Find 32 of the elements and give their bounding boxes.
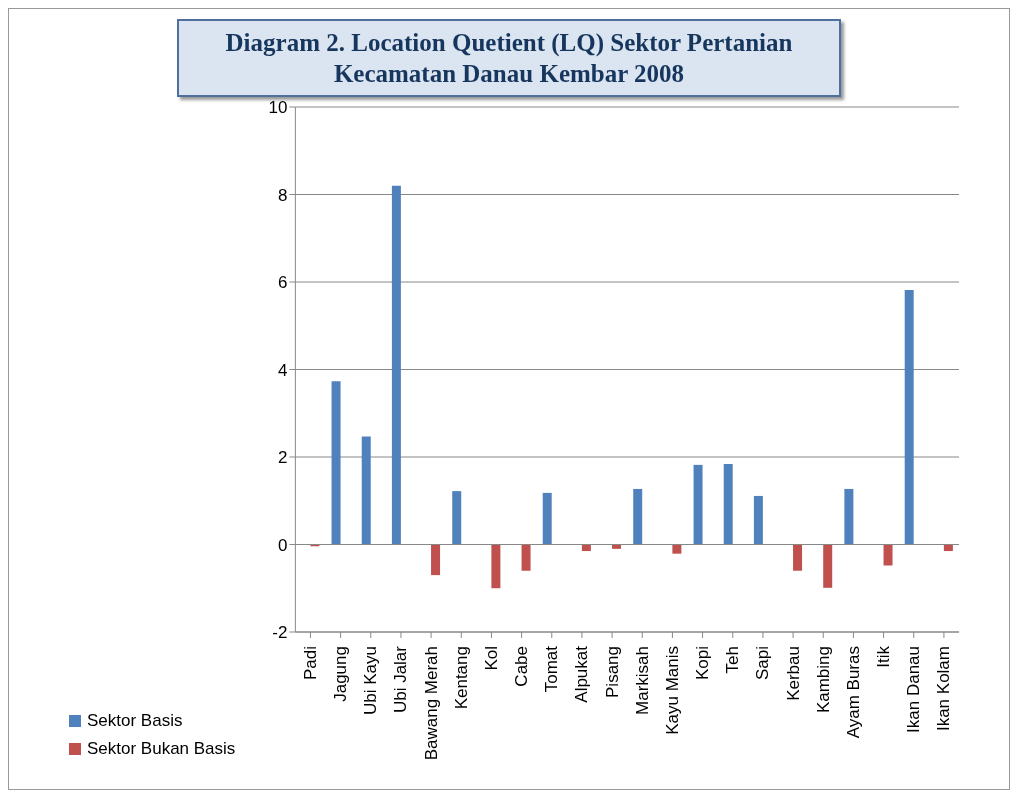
- x-tick-label: Kopi: [693, 646, 713, 681]
- x-tick-label: Ubi Kayu: [361, 646, 381, 715]
- x-tick-label: Padi: [300, 646, 320, 681]
- x-tick-label: Itik: [874, 645, 894, 668]
- x-tick-label: Tomat: [542, 645, 562, 693]
- x-tick-label: Pisang: [602, 646, 622, 698]
- x-tick-label: Ikan Danau: [904, 646, 924, 733]
- x-tick-label: Kambing: [813, 646, 833, 714]
- x-tick-label: Cabe: [512, 646, 532, 687]
- x-tick-label: Jagung: [331, 646, 351, 702]
- x-tick-label: Kol: [481, 646, 501, 671]
- y-tick-label: 8: [277, 185, 288, 205]
- x-tick-label: Sapi: [753, 646, 773, 681]
- x-tick-label: Kerbau: [783, 646, 803, 701]
- x-tick-label: Markisah: [632, 646, 652, 715]
- legend-label: Sektor Basis: [87, 711, 183, 731]
- x-tick-label: Bawang Merah: [421, 646, 441, 761]
- x-tick-label: Kayu Manis: [662, 646, 682, 735]
- x-tick-label: Ikan Kolam: [934, 646, 954, 732]
- x-tick-label: Ayam Buras: [843, 646, 863, 739]
- y-tick-label: -2: [272, 623, 288, 643]
- x-tick-label: Alpukat: [572, 645, 592, 703]
- y-tick-label: 10: [268, 98, 288, 118]
- legend-label: Sektor Bukan Basis: [87, 739, 236, 759]
- chart-title: Diagram 2. Location Quetient (LQ) Sektor Pertanian Kecamatan Danau Kembar 2008: [177, 19, 841, 97]
- y-tick-label: 2: [277, 448, 288, 468]
- x-tick-label: Ubi Jalar: [391, 645, 411, 714]
- y-tick-label: 0: [277, 535, 288, 555]
- y-tick-label: 6: [277, 273, 288, 293]
- y-tick-label: 4: [277, 360, 288, 380]
- x-tick-label: Kentang: [451, 646, 471, 710]
- x-tick-label: Teh: [723, 646, 743, 674]
